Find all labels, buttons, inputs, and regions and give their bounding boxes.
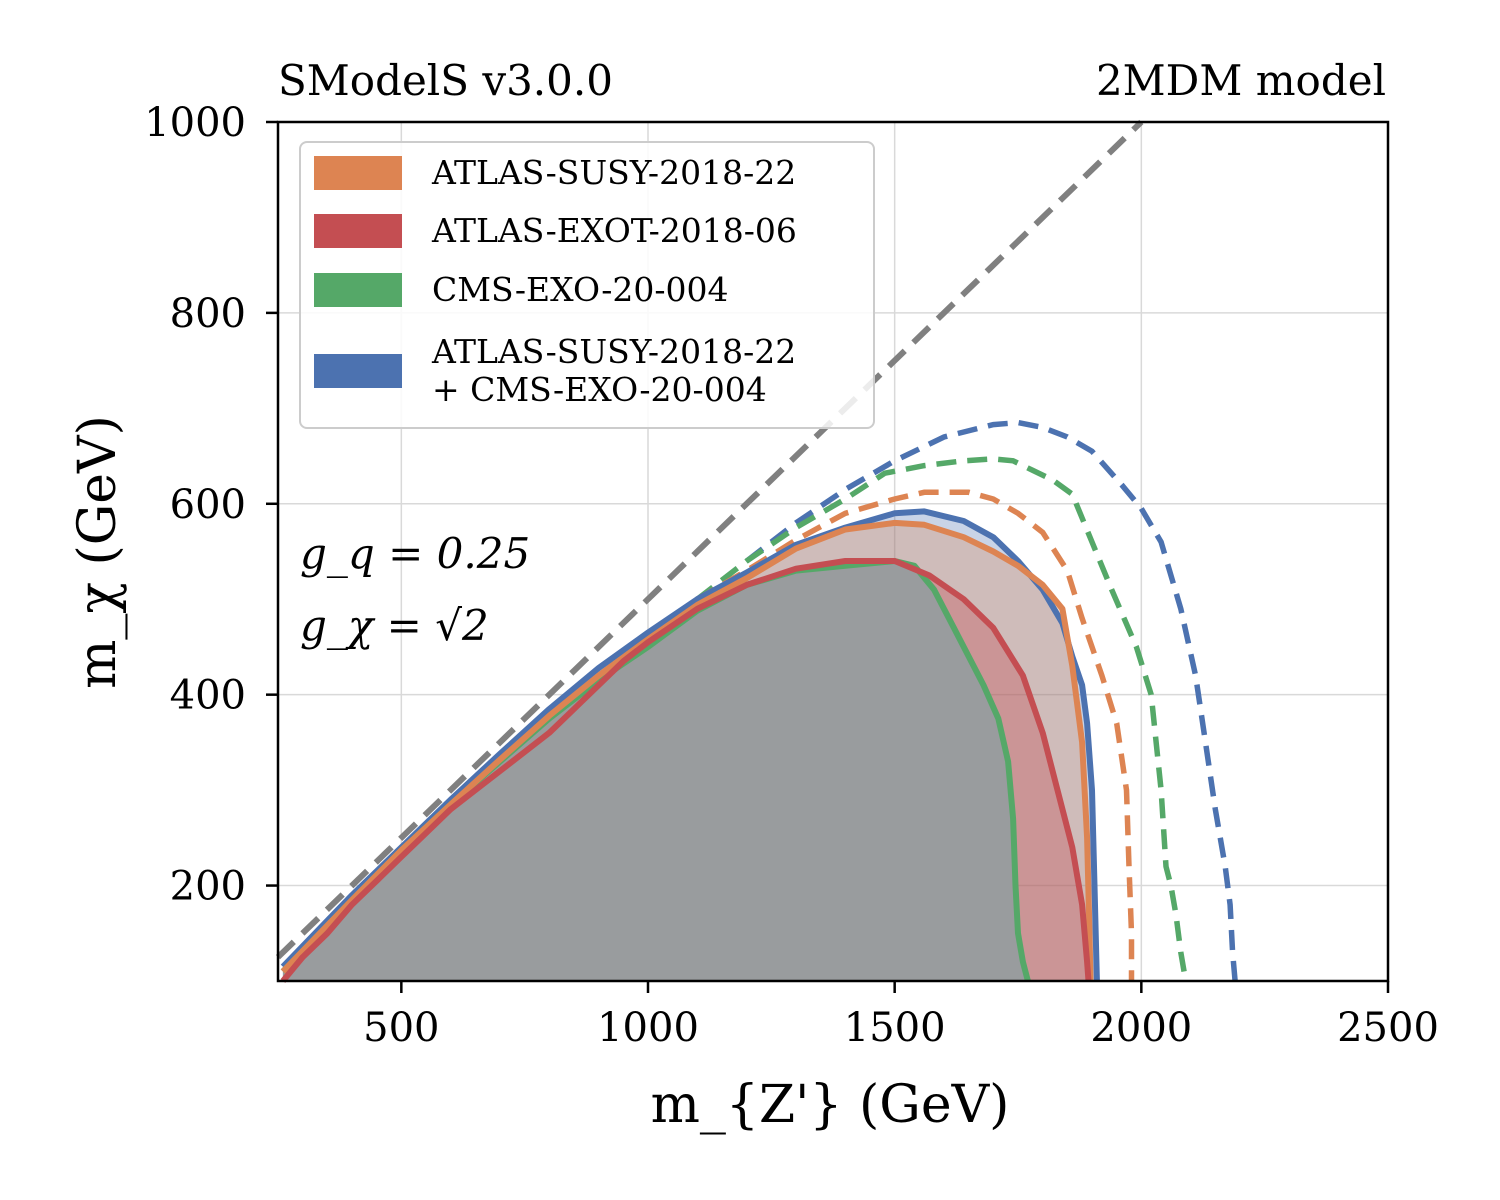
exclusion-contours [275, 119, 1238, 983]
legend-label: ATLAS-EXOT-2018-06 [431, 211, 797, 250]
legend-swatch-blue [314, 354, 402, 388]
y-axis-title: m_χ (GeV) [68, 415, 128, 689]
y-tick-label: 600 [170, 482, 246, 528]
legend-label: CMS-EXO-20-004 [432, 270, 729, 309]
x-tick-label: 500 [363, 1005, 439, 1051]
model-label: 2MDM model [1096, 56, 1386, 105]
x-tick-label: 1500 [844, 1005, 946, 1051]
coupling-gchi: g_χ = √2 [300, 601, 489, 650]
x-tick-label: 2000 [1090, 1005, 1192, 1051]
legend-swatch-orange [314, 156, 402, 190]
observed-contour-orange [280, 519, 1094, 982]
y-tick-label: 200 [170, 864, 246, 910]
expected-contour-blue [745, 419, 1238, 982]
coupling-gq: g_q = 0.25 [300, 529, 530, 578]
coupling-annotation: g_q = 0.25 g_χ = √2 [300, 529, 530, 650]
legend-box [299, 141, 875, 429]
y-tick-label: 800 [170, 291, 246, 337]
x-axis-title: m_{Z'} (GeV) [651, 1075, 1010, 1135]
axis-ticks: 500 1000 1500 2000 2500 200 400 600 800 1000 [144, 100, 1439, 1051]
excluded-regions [282, 511, 1097, 981]
plot-frame [276, 120, 1390, 983]
smodels-version-label: SModelS v3.0.0 [278, 56, 613, 105]
legend-swatch-red [314, 214, 402, 248]
expected-contour-green [646, 456, 1189, 982]
diagonal-line [275, 119, 1144, 960]
legend-swatch-green [314, 273, 402, 307]
excluded-region-cms-exo [282, 561, 1028, 981]
legend-label: ATLAS-SUSY-2018-22 [431, 153, 796, 192]
observed-contour-blue [280, 508, 1100, 982]
y-tick-label: 400 [170, 673, 246, 719]
legend: ATLAS-SUSY-2018-22 ATLAS-EXOT-2018-06 CMS-… [299, 141, 875, 429]
observed-contour-red [280, 558, 1092, 983]
y-tick-label: 1000 [144, 100, 246, 146]
x-tick-label: 2500 [1337, 1005, 1439, 1051]
x-tick-label: 1000 [597, 1005, 699, 1051]
legend-label: + CMS-EXO-20-004 [432, 370, 767, 409]
legend-label: ATLAS-SUSY-2018-22 [431, 332, 796, 371]
